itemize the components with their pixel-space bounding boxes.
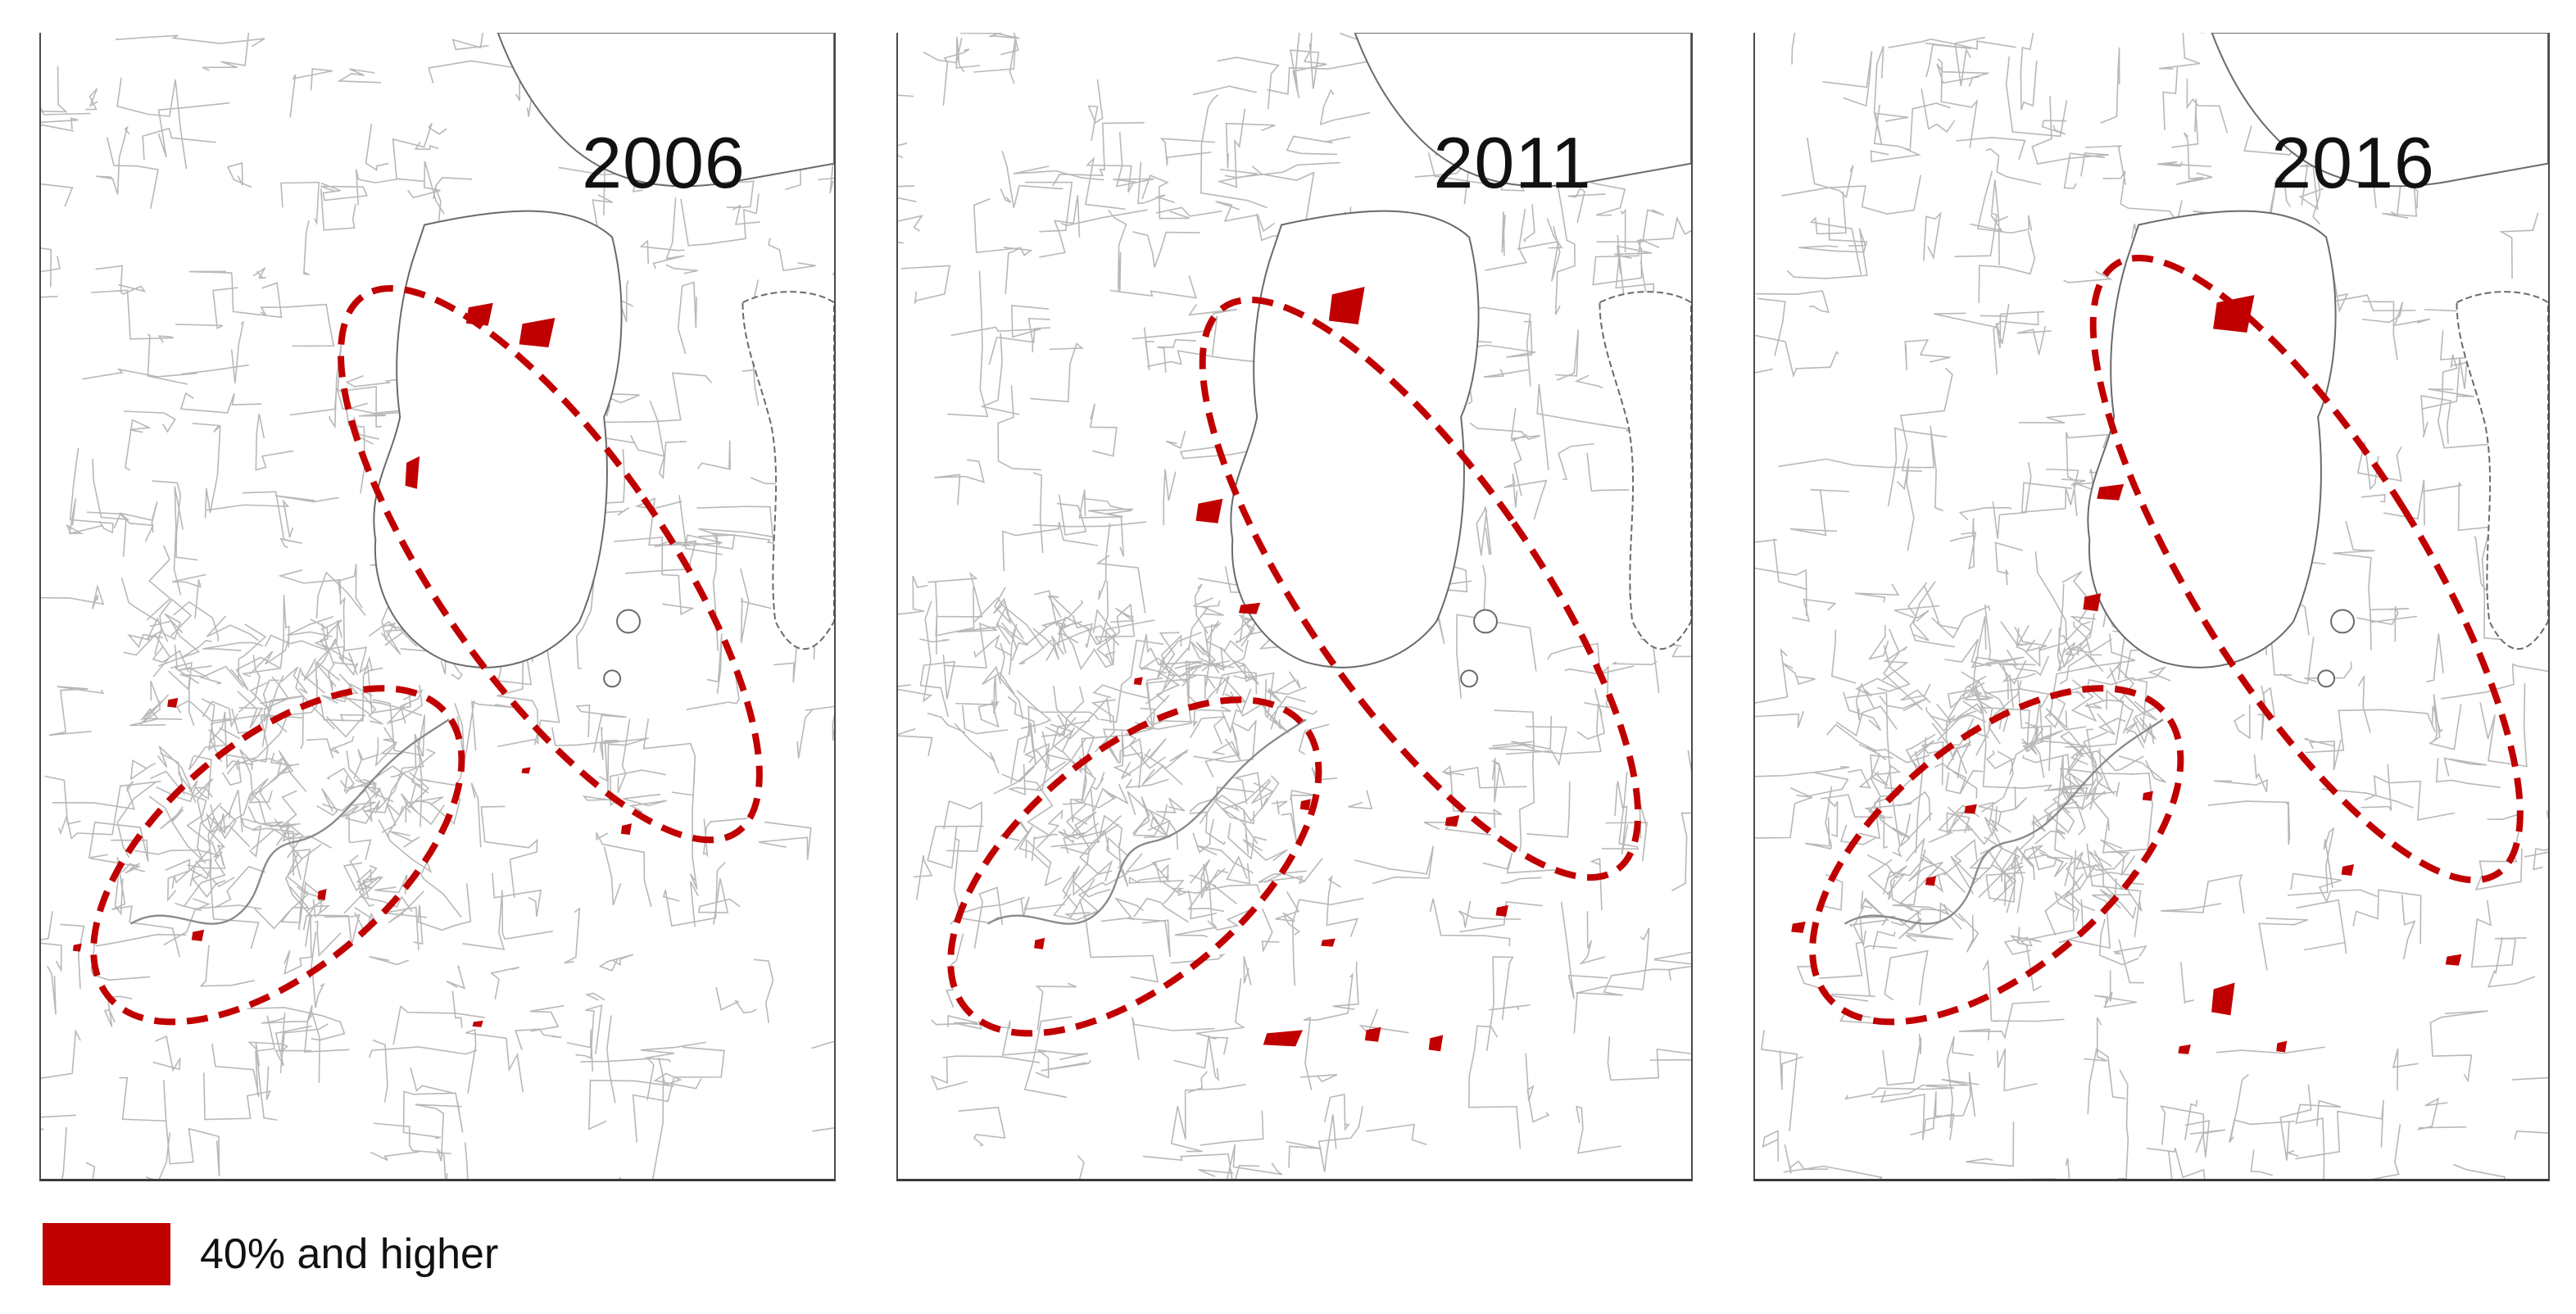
hotspot-area [2211,982,2235,1016]
hotspot-area [1791,921,1806,933]
hotspot-area [2341,864,2354,876]
hotspot-area [1925,876,1937,886]
legend-swatch [43,1223,170,1285]
hotspot-area [2097,483,2125,501]
hotspot-area [317,888,327,900]
island [2456,291,2548,650]
hotspot-area [2178,1044,2191,1054]
hotspot-area [1034,937,1045,949]
hotspot-area [191,929,205,941]
islet [616,609,641,634]
hotspot-area [1238,602,1261,614]
hotspot-area [2276,1040,2288,1053]
islet [603,669,622,688]
sea [1354,33,1691,188]
bay [373,210,623,668]
river [986,718,1307,925]
hotspot-area [521,767,531,774]
sea [497,33,834,188]
hotspot-area [1364,1026,1381,1042]
cluster-ellipse [1199,297,1642,881]
cluster-ellipses [947,297,1642,1037]
hotspot-area [1328,287,1365,325]
hotspot-area [519,318,556,347]
hotspot-area [1444,815,1460,827]
bay [1230,210,1480,668]
hotspot-area [620,823,633,836]
hotspot-area [1195,498,1223,523]
hotspot-area [1299,799,1311,811]
island [742,291,834,650]
legend: 40% and higher [43,1221,498,1288]
map-canvas [898,33,1691,1179]
map-canvas [1755,33,2548,1179]
legend-label: 40% and higher [200,1230,499,1278]
year-label: 2006 [582,122,746,203]
islet [2330,609,2355,634]
island [1599,291,1691,650]
hotspot-area [1133,677,1143,686]
cluster-ellipses [1809,254,2524,1026]
map-panel-2006: 2006 [39,33,836,1181]
hotspot-area [2213,295,2255,333]
year-label: 2011 [1433,122,1592,203]
hotspot-area [1428,1035,1444,1052]
hotspot-area [2142,791,2153,801]
cluster-ellipse [2089,254,2524,884]
hotspot-area [1321,938,1336,947]
cluster-ellipse [90,685,465,1026]
sea [2211,33,2548,188]
map-canvas [41,33,834,1179]
hotspot-area [405,455,420,489]
hotspot-area [1263,1030,1303,1047]
hotspots [1034,287,1508,1052]
year-label: 2016 [2271,122,2435,203]
river [129,718,450,925]
islet [2317,669,2336,688]
hotspot-area [1964,804,1977,814]
islet [1460,669,1479,688]
cluster-ellipse [1809,685,2184,1026]
river [1844,718,2164,925]
map-panel-2016: 2016 [1753,33,2550,1181]
hotspot-area [167,697,179,708]
cluster-ellipses [90,284,763,1026]
hotspot-area [472,1020,483,1027]
hotspots [1791,295,2462,1054]
cluster-ellipse [947,696,1322,1037]
cluster-ellipse [338,284,763,844]
hotspot-area [2445,954,2462,966]
hotspot-area [2083,593,2102,612]
bay [2087,210,2337,668]
hotspot-area [1495,904,1508,917]
map-panel-2011: 2011 [896,33,1693,1181]
hotspot-area [72,943,82,952]
islet [1473,609,1498,634]
